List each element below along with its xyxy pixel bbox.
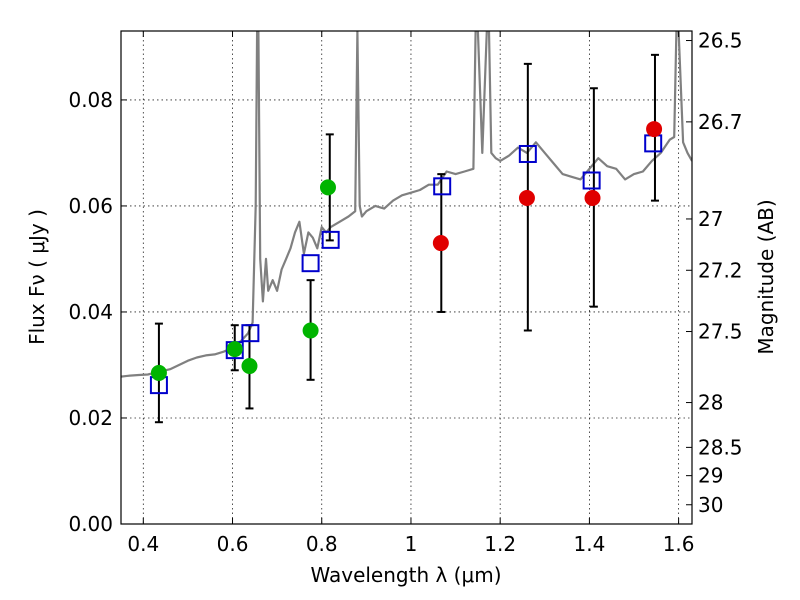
model-square-point xyxy=(644,134,663,153)
magnitude-axis-ticks: 26.5 26.7 27 27.2 27.5 28 28.5 29 30 xyxy=(686,29,743,517)
magnitude-tick-label: 29 xyxy=(698,464,723,488)
observed-red-point xyxy=(584,189,601,206)
model-square-point xyxy=(321,230,340,249)
x-tick-label: 1.6 xyxy=(663,532,695,556)
y-axis-label: Flux Fν ( μJy ) xyxy=(25,209,49,345)
x-axis-ticks: 0.4 0.6 0.8 1 1.2 1.4 1.6 xyxy=(127,31,695,556)
observed-green-point xyxy=(302,322,319,339)
model-square-point xyxy=(433,177,452,196)
observed-red-point xyxy=(518,189,535,206)
x-tick-label: 0.8 xyxy=(306,532,338,556)
x-axis-label: Wavelength λ (μm) xyxy=(310,563,501,587)
observed-red-point xyxy=(432,235,449,252)
plot-area xyxy=(121,31,692,424)
observed-green-point xyxy=(226,341,243,358)
magnitude-tick-label: 28.5 xyxy=(698,435,743,459)
y-tick-label: 0.04 xyxy=(68,300,113,324)
observed-green-point xyxy=(241,358,258,375)
error-bars xyxy=(154,53,659,424)
observed-green-point xyxy=(319,179,336,196)
magnitude-tick-label: 26.7 xyxy=(698,110,743,134)
template-spectrum-line xyxy=(121,31,692,378)
magnitude-tick-label: 27.2 xyxy=(698,258,743,282)
y-tick-label: 0.08 xyxy=(68,88,113,112)
x-tick-label: 1.4 xyxy=(573,532,605,556)
magnitude-tick-label: 27 xyxy=(698,207,723,231)
plot-frame xyxy=(120,30,693,525)
model-square-point xyxy=(301,254,320,273)
model-square-point xyxy=(518,144,537,163)
x-tick-label: 1 xyxy=(405,532,418,556)
y-tick-label: 0.02 xyxy=(68,406,113,430)
magnitude-tick-label: 26.5 xyxy=(698,29,743,53)
y-tick-label: 0.06 xyxy=(68,194,113,218)
model-square-point xyxy=(241,324,260,343)
magnitude-tick-label: 30 xyxy=(698,493,723,517)
observed-red-point xyxy=(646,121,663,138)
x-tick-label: 1.2 xyxy=(484,532,516,556)
observed-green-point xyxy=(150,364,167,381)
grid xyxy=(121,31,692,525)
model-square-point xyxy=(582,171,601,190)
magnitude-tick-label: 28 xyxy=(698,391,723,415)
right-axis-label: Magnitude (AB) xyxy=(754,199,778,354)
y-tick-label: 0.00 xyxy=(68,512,113,536)
x-tick-label: 0.4 xyxy=(127,532,159,556)
magnitude-tick-label: 27.5 xyxy=(698,320,743,344)
y-axis-ticks: 0.00 0.02 0.04 0.06 0.08 xyxy=(68,88,127,536)
observed-points xyxy=(150,121,663,381)
x-tick-label: 0.6 xyxy=(217,532,249,556)
